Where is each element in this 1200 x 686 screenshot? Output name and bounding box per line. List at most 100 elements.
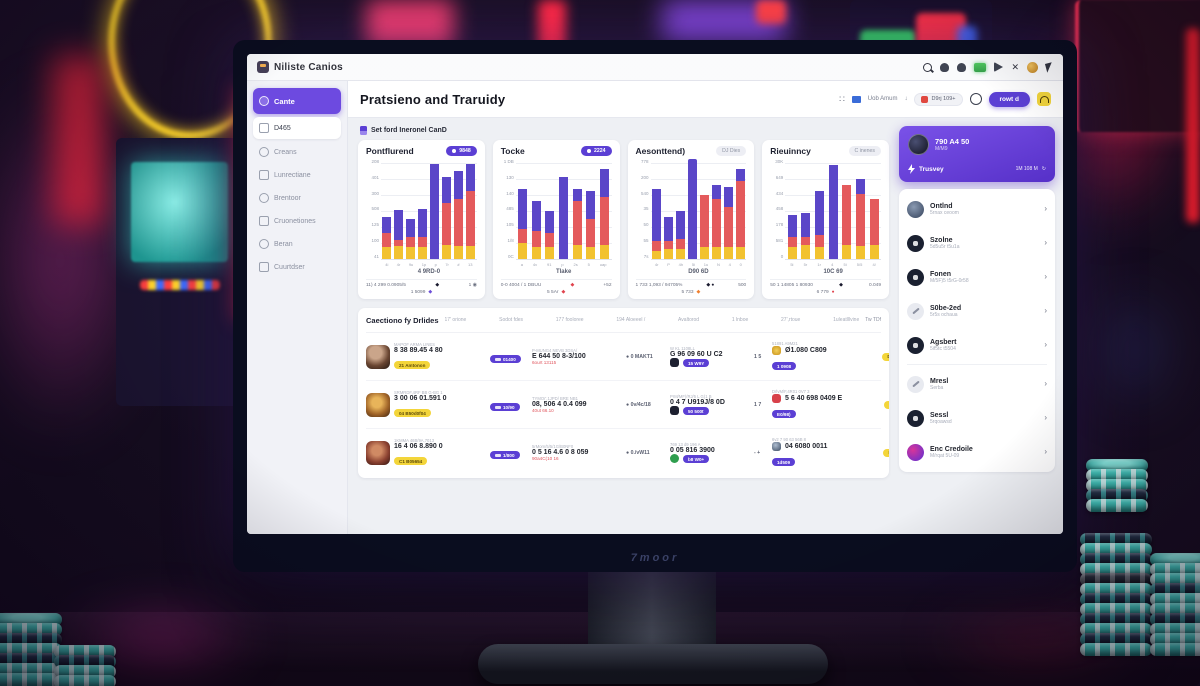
- card-note-text: 5 733: [681, 290, 694, 295]
- bar: [418, 159, 428, 259]
- panel-item-sessl[interactable]: Sessl 5rqoawsd ›: [907, 401, 1047, 435]
- document-pill[interactable]: D9rj 109+: [914, 92, 963, 106]
- panel-item-title: Szolne: [930, 236, 953, 244]
- arcade-buttons: [140, 280, 220, 290]
- panel-item-fonen[interactable]: Fonen M/5F)5 t5rG-0r58 ›: [907, 260, 1047, 294]
- share-icon[interactable]: [994, 62, 1004, 72]
- primary-action-button[interactable]: rowt d: [988, 91, 1030, 107]
- column-header[interactable]: Sodot fdes: [499, 317, 524, 323]
- sidebar-item-creans[interactable]: Creans: [253, 142, 341, 162]
- column-header[interactable]: Avaltorod: [678, 317, 700, 323]
- id-cell: W KL 1108LL G 96 09 60 U C2 15 W9Y: [670, 346, 723, 367]
- header-meta-text: Uob Amum: [867, 96, 898, 102]
- sidebar-item-beran[interactable]: Beran: [253, 234, 341, 254]
- lightning-icon: [908, 164, 915, 174]
- balance-hero-card[interactable]: 790 A4 50 M/M9 Trusvey 1M 108 M: [899, 126, 1055, 182]
- card-badge[interactable]: DJ Dies: [716, 146, 747, 156]
- grid-view-icon[interactable]: ∷: [839, 93, 845, 104]
- purple-pill: E0/98): [772, 410, 796, 418]
- table-header-right[interactable]: Tw TDf: [865, 317, 881, 323]
- table-row[interactable]: MAPOF ARMA LINES 8 38 89.45 4 80 21 Amtono…: [366, 333, 889, 381]
- action-badge[interactable]: D/ovt4: [883, 400, 889, 409]
- extension-icon[interactable]: [974, 62, 987, 72]
- purple-pill: 50 500t: [683, 407, 709, 415]
- neon-red-sign-2: [756, 0, 786, 24]
- y-axis: 1 DB 130 140 485 105 1/8 0C: [503, 159, 514, 259]
- card-title: Tocke: [500, 146, 525, 156]
- balance-cell: TYMOr',1JPD/ BRE NB1 08, 506 4 0.4 099 40u…: [532, 396, 587, 413]
- sidebar-item-lunrectiane[interactable]: Lunrectiane: [253, 165, 341, 185]
- bar: [787, 159, 797, 259]
- sidebar-item-d465[interactable]: D465: [253, 117, 341, 139]
- download-arrow-icon[interactable]: ↓: [904, 96, 908, 102]
- y-axis: 30K 649 434 458 178 581 0: [775, 159, 784, 259]
- diamond-icon: ◆ ●: [706, 283, 715, 288]
- cursor-icon[interactable]: [1044, 61, 1055, 73]
- card-footer-value: 0.049: [868, 283, 881, 288]
- refresh-icon[interactable]: ↻: [1041, 166, 1046, 172]
- table-row[interactable]: 1KMMA 46B/9A,7013 16 4 06 8.890 0 C1 B0565…: [366, 429, 889, 476]
- column-header[interactable]: 1uleatlllvine: [833, 317, 860, 323]
- value-cell: 6v2 7 90 63 56B 8 04 6080 0011 1d509: [772, 436, 828, 466]
- panel-item-szolne[interactable]: Szolne 5d5u5r t5u1a ›: [907, 226, 1047, 260]
- panel-item-s0be-2ed[interactable]: S0be-2ed 5r5s ochaua ›: [907, 294, 1047, 328]
- action-badge[interactable]: Eoodtt: [883, 448, 889, 457]
- diamond-icon: ◆: [839, 283, 843, 288]
- card-badge[interactable]: C inenes: [848, 146, 881, 156]
- sidebar-item-cruonetiones[interactable]: Cruonetiones: [253, 211, 341, 231]
- section-icon: [360, 126, 367, 135]
- incognito-icon[interactable]: [957, 62, 967, 72]
- sidebar-item-cante[interactable]: Cante: [253, 88, 341, 114]
- column-header[interactable]: 1 lnboe: [731, 317, 749, 323]
- action-badge[interactable]: Detxon: [882, 352, 889, 361]
- y-axis: 778 200 540 35 50 55 7s: [640, 159, 649, 259]
- sidebar-item-label: Lunrectiane: [274, 171, 311, 179]
- app-logo[interactable]: Niliste Canios: [257, 61, 343, 73]
- card-badge[interactable]: 2224: [580, 146, 612, 156]
- document-icon: [921, 95, 929, 103]
- mini-icon: [772, 441, 781, 451]
- panel-item-agsbert[interactable]: Agsbert 5if5tc t5504 ›: [907, 328, 1047, 362]
- action-cell: Eoodtt5Y Q80: [862, 441, 889, 464]
- bar: [842, 159, 852, 259]
- sidebar-item-brentoor[interactable]: Brentoor: [253, 188, 341, 208]
- avatar-icon[interactable]: [1027, 61, 1038, 73]
- mini-icon: [670, 454, 679, 463]
- sidebar-item-label: Cruonetiones: [274, 217, 316, 225]
- panel-item-mresl[interactable]: Mresl Serba ›: [907, 367, 1047, 401]
- panel-item-enc-credoile[interactable]: Enc Credoile M/rqat 5U-09 ›: [907, 435, 1047, 469]
- light-circle-icon: [907, 302, 924, 320]
- status-circle-icon[interactable]: [969, 93, 982, 105]
- screen: Niliste Canios ✕ Cante D465 Creans Lunrecti…: [247, 54, 1063, 534]
- sidebar-nav: Cante D465 Creans Lunrectiane Brentoor Cruone…: [247, 81, 348, 534]
- card-note-text: 1 5099: [410, 290, 426, 295]
- section-label: Set ford Ineronel CanD: [360, 126, 889, 135]
- sidebar-item-label: Beran: [274, 240, 293, 248]
- amount-pill-cell: 01400: [490, 348, 530, 366]
- hero-title: 790 A4 50: [935, 137, 970, 146]
- search-icon[interactable]: [923, 62, 933, 72]
- chevron-right-icon: ›: [1044, 447, 1047, 456]
- right-panel: 790 A4 50 M/M9 Trusvey 1M 108 M: [899, 126, 1055, 526]
- column-header[interactable]: 194 Aloeeel /: [616, 317, 646, 323]
- column-header[interactable]: 177 fooloree: [555, 317, 584, 323]
- column-header[interactable]: 27',rtoue: [781, 317, 801, 323]
- bar: [454, 159, 464, 259]
- notification-bell-icon[interactable]: [1037, 92, 1051, 106]
- card-badge[interactable]: 9848: [446, 146, 477, 156]
- transactions-table-card: Caectiono fy Drlides 17' orione Sodot fde…: [358, 308, 889, 478]
- panel-item-ontlnd[interactable]: Ontlnd 5rnax ceoom ›: [907, 192, 1047, 226]
- scale-icon[interactable]: ✕: [1011, 62, 1019, 72]
- card-note-icon: ◆: [696, 290, 701, 295]
- bar: [651, 159, 661, 259]
- person-icon[interactable]: [940, 62, 950, 72]
- sidebar-item-cuurtdser[interactable]: Cuurtdser: [253, 257, 341, 277]
- column-header[interactable]: 17' orione: [444, 317, 467, 323]
- poker-chip-stack-4: [0, 613, 62, 686]
- mini-icon: [670, 406, 679, 415]
- sidebar-item-label: D465: [274, 124, 291, 132]
- dark-circle-icon: [907, 409, 924, 427]
- quick-actions-list: Ontlnd 5rnax ceoom › Szolne 5d5u5r t5u1a › Fon…: [899, 189, 1055, 472]
